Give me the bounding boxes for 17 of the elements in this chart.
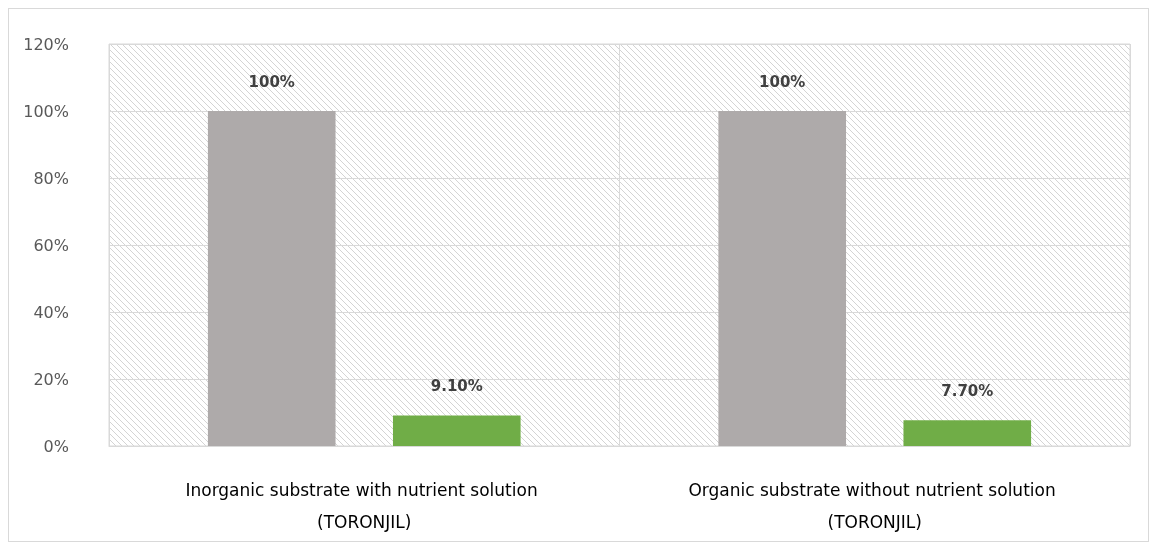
x-tick-label: Organic substrate without nutrient solution (TORONJIL) (688, 480, 1062, 532)
data-label: 100% (759, 72, 806, 91)
data-label: 9.10% (430, 377, 483, 396)
y-tick-label: 60% (33, 235, 69, 255)
bar (903, 420, 1032, 446)
y-tick-label: 40% (33, 302, 69, 322)
bar (718, 111, 847, 446)
data-label: 7.70% (941, 381, 994, 400)
y-tick-label: 100% (23, 101, 69, 121)
y-tick-label: 0% (43, 436, 69, 456)
y-tick-label: 20% (33, 369, 69, 389)
y-tick-label: 80% (33, 168, 69, 188)
x-tick-label: Inorganic substrate with nutrient solution (TORONJIL) (185, 480, 544, 532)
bar (207, 111, 336, 446)
y-tick-label: 120% (23, 34, 69, 54)
bar (392, 415, 521, 446)
data-label: 100% (248, 72, 295, 91)
